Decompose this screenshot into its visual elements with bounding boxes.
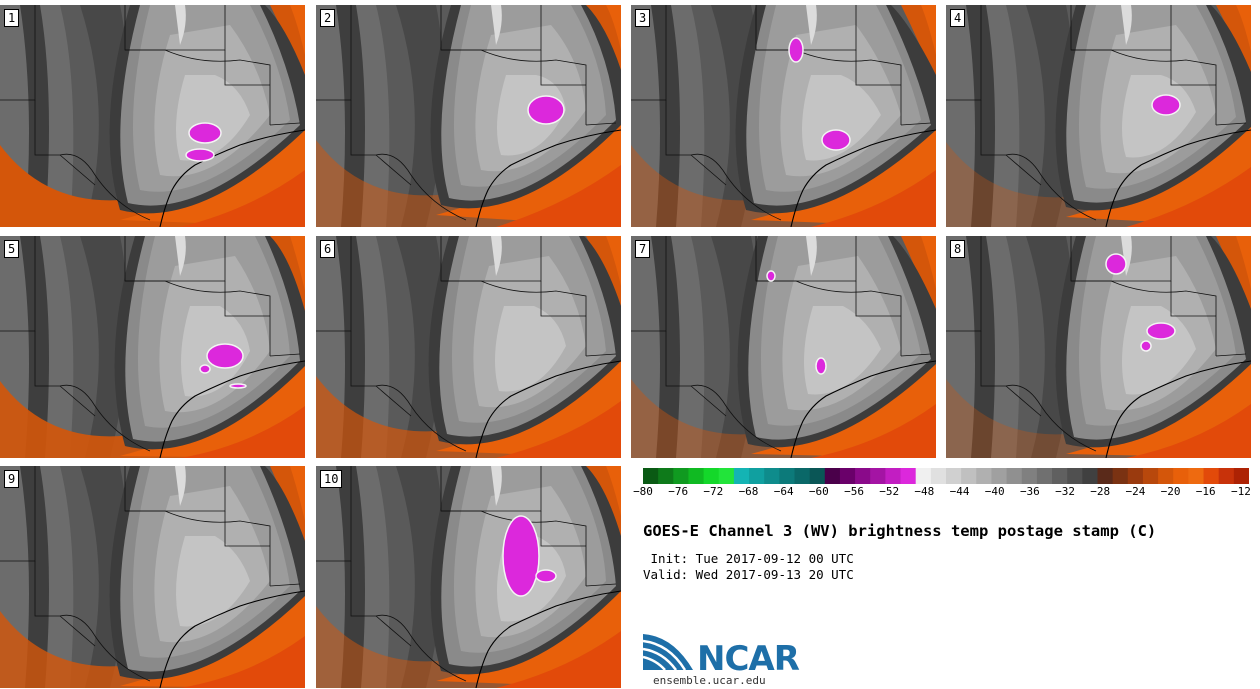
map-panel-3[interactable]: 3	[631, 5, 936, 227]
colorbar-swatch	[1233, 468, 1249, 484]
colorbar-tick-label: −40	[984, 485, 1005, 498]
colorbar-swatch	[749, 468, 765, 484]
colorbar-swatch	[1097, 468, 1114, 484]
chart-title: GOES-E Channel 3 (WV) brightness temp po…	[643, 522, 1157, 540]
colorbar-swatch	[855, 468, 871, 484]
colorbar-tick-label: −52	[879, 485, 900, 498]
colorbar-tick-label: −80	[633, 485, 653, 498]
panel-number: 4	[950, 9, 966, 27]
colorbar-swatch	[930, 468, 947, 484]
colorbar-swatch	[1127, 468, 1144, 484]
colorbar	[643, 468, 1249, 484]
colorbar-swatch	[915, 468, 932, 484]
colorbar-swatch	[1218, 468, 1235, 484]
colorbar-tick-label: −64	[773, 485, 794, 498]
colorbar-swatch	[885, 468, 902, 484]
colorbar-swatch	[703, 468, 720, 484]
init-time: Init: Tue 2017-09-12 00 UTC	[643, 551, 854, 566]
colorbar-swatch	[1142, 468, 1159, 484]
colorbar-tick-label: −16	[1195, 485, 1216, 498]
panel-number: 10	[320, 470, 343, 488]
colorbar-swatch	[839, 468, 856, 484]
map-panel-2[interactable]: 2	[316, 5, 621, 227]
colorbar-swatch	[1021, 468, 1038, 484]
colorbar-tick-label: −76	[668, 485, 689, 498]
map-panel-9[interactable]: 9	[0, 466, 305, 688]
map-panel-6[interactable]: 6	[316, 236, 621, 458]
colorbar-swatch	[1006, 468, 1023, 484]
colorbar-swatch	[764, 468, 780, 484]
panel-number: 2	[320, 9, 336, 27]
colorbar-swatch	[688, 468, 705, 484]
panel-number: 9	[4, 470, 20, 488]
colorbar-swatch	[900, 468, 917, 484]
colorbar-tick-label: −72	[703, 485, 724, 498]
colorbar-swatch	[1052, 468, 1068, 484]
colorbar-tick-label: −56	[844, 485, 864, 498]
colorbar-swatch	[733, 468, 750, 484]
map-panel-10[interactable]: 10	[316, 466, 621, 688]
colorbar-swatch	[870, 468, 886, 484]
colorbar-swatch	[1112, 468, 1129, 484]
colorbar-tick-label: −24	[1125, 485, 1146, 498]
colorbar-tick-label: −28	[1090, 485, 1111, 498]
colorbar-swatch	[946, 468, 962, 484]
colorbar-swatch	[643, 468, 659, 484]
website-url[interactable]: ensemble.ucar.edu	[653, 674, 766, 687]
map-panel-4[interactable]: 4	[946, 5, 1251, 227]
ncar-wordmark: NCAR	[697, 639, 800, 679]
valid-time: Valid: Wed 2017-09-13 20 UTC	[643, 567, 854, 582]
map-panel-5[interactable]: 5	[0, 236, 305, 458]
panel-number: 3	[635, 9, 651, 27]
colorbar-swatch	[824, 468, 841, 484]
panel-number: 6	[320, 240, 336, 258]
colorbar-swatch	[1036, 468, 1053, 484]
colorbar-tick-label: −32	[1055, 485, 1075, 498]
colorbar-swatch	[1158, 468, 1174, 484]
colorbar-swatch	[1082, 468, 1098, 484]
colorbar-swatch	[976, 468, 992, 484]
colorbar-swatch	[1203, 468, 1220, 484]
colorbar-swatch	[1067, 468, 1083, 484]
colorbar-tick-label: −60	[808, 485, 829, 498]
colorbar-swatch	[673, 468, 689, 484]
colorbar-swatch	[961, 468, 977, 484]
colorbar-swatch	[794, 468, 811, 484]
panel-number: 7	[635, 240, 651, 258]
colorbar-swatch	[809, 468, 826, 484]
map-panel-8[interactable]: 8	[946, 236, 1251, 458]
colorbar-swatch	[718, 468, 735, 484]
colorbar-tick-label: −12	[1230, 485, 1251, 498]
panel-number: 1	[4, 9, 20, 27]
colorbar-swatch	[1173, 468, 1189, 484]
ncar-logo-icon	[643, 634, 693, 671]
map-panel-1[interactable]: 1	[0, 5, 305, 227]
colorbar-tick-label: −68	[738, 485, 759, 498]
colorbar-swatch	[1188, 468, 1205, 484]
panel-number: 5	[4, 240, 20, 258]
colorbar-tick-label: −36	[1019, 485, 1040, 498]
map-panel-7[interactable]: 7	[631, 236, 936, 458]
colorbar-tick-label: −44	[949, 485, 970, 498]
panel-number: 8	[950, 240, 966, 258]
colorbar-swatch	[991, 468, 1008, 484]
colorbar-swatch	[779, 468, 795, 484]
colorbar-tick-label: −48	[914, 485, 935, 498]
colorbar-swatch	[658, 468, 674, 484]
colorbar-tick-label: −20	[1160, 485, 1181, 498]
